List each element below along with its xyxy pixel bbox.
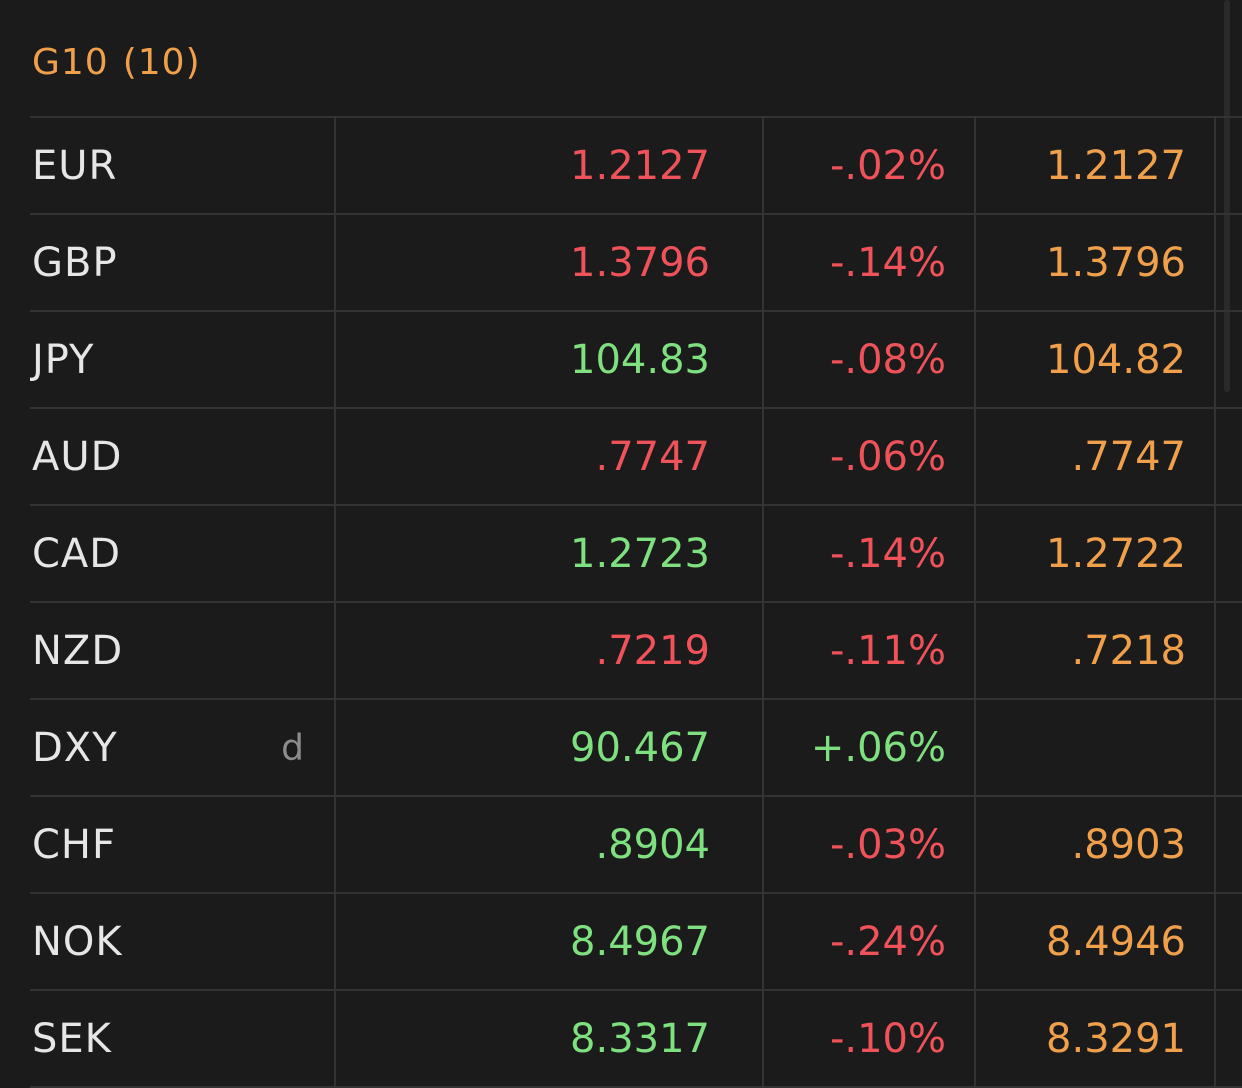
- currency-code: CAD: [32, 530, 122, 577]
- overflow-column: [1215, 407, 1242, 505]
- currency-cell[interactable]: CAD: [30, 504, 336, 602]
- last-price: 8.3317: [335, 989, 764, 1088]
- currency-code: GBP: [32, 239, 118, 286]
- percent-change: +.06%: [763, 698, 976, 796]
- last-price: 1.3796: [335, 213, 764, 311]
- reference-price: 1.2722: [975, 504, 1216, 602]
- table-row[interactable]: CAD 1.2723 -.14% 1.2722: [30, 504, 1242, 602]
- last-price: 104.83: [335, 310, 764, 408]
- group-title: G10: [32, 42, 109, 83]
- currency-code: AUD: [32, 433, 123, 480]
- overflow-column: [1215, 698, 1242, 796]
- overflow-column: [1215, 601, 1242, 699]
- overflow-column: [1215, 116, 1242, 214]
- currency-cell[interactable]: AUD: [30, 407, 336, 505]
- overflow-column: [1215, 892, 1242, 990]
- overflow-column: [1215, 310, 1242, 408]
- reference-price: [975, 698, 1216, 796]
- currency-code: JPY: [32, 336, 95, 383]
- currency-cell[interactable]: SEK: [30, 989, 336, 1088]
- last-price: 1.2723: [335, 504, 764, 602]
- currency-cell[interactable]: JPY: [30, 310, 336, 408]
- table-row[interactable]: NZD .7219 -.11% .7218: [30, 601, 1242, 699]
- percent-change: -.10%: [763, 989, 976, 1088]
- overflow-column: [1215, 213, 1242, 311]
- currency-code: NZD: [32, 627, 124, 674]
- reference-price: 1.2127: [975, 116, 1216, 214]
- reference-price: 8.4946: [975, 892, 1216, 990]
- group-count: (10): [122, 42, 201, 83]
- table-row[interactable]: JPY 104.83 -.08% 104.82: [30, 310, 1242, 408]
- last-price: 90.467: [335, 698, 764, 796]
- reference-price: 8.3291: [975, 989, 1216, 1088]
- overflow-column: [1215, 795, 1242, 893]
- table-row[interactable]: EUR 1.2127 -.02% 1.2127: [30, 116, 1242, 214]
- reference-price: .7747: [975, 407, 1216, 505]
- overflow-column: [1215, 989, 1242, 1088]
- last-price: .7219: [335, 601, 764, 699]
- currency-code: NOK: [32, 918, 123, 965]
- table-row[interactable]: GBP 1.3796 -.14% 1.3796: [30, 213, 1242, 311]
- percent-change: -.03%: [763, 795, 976, 893]
- table-row[interactable]: CHF .8904 -.03% .8903: [30, 795, 1242, 893]
- table-row[interactable]: NOK 8.4967 -.24% 8.4946: [30, 892, 1242, 990]
- percent-change: -.02%: [763, 116, 976, 214]
- last-price: .8904: [335, 795, 764, 893]
- currency-code: SEK: [32, 1015, 112, 1062]
- currency-cell[interactable]: NZD: [30, 601, 336, 699]
- currency-code: EUR: [32, 142, 118, 189]
- table-row[interactable]: AUD .7747 -.06% .7747: [30, 407, 1242, 505]
- reference-price: .7218: [975, 601, 1216, 699]
- currency-code: CHF: [32, 821, 117, 868]
- table-row[interactable]: SEK 8.3317 -.10% 8.3291: [30, 989, 1242, 1088]
- percent-change: -.14%: [763, 213, 976, 311]
- percent-change: -.14%: [763, 504, 976, 602]
- percent-change: -.11%: [763, 601, 976, 699]
- currency-cell[interactable]: GBP: [30, 213, 336, 311]
- reference-price: 1.3796: [975, 213, 1216, 311]
- table-row[interactable]: DXY d 90.467 +.06%: [30, 698, 1242, 796]
- overflow-column: [1215, 504, 1242, 602]
- last-price: 8.4967: [335, 892, 764, 990]
- reference-price: .8903: [975, 795, 1216, 893]
- quote-table: EUR 1.2127 -.02% 1.2127 GBP 1.3796 -.14% 1.3796…: [30, 116, 1242, 1088]
- delayed-flag: d: [281, 727, 304, 768]
- currency-code: DXY: [32, 724, 118, 771]
- quote-table-body: EUR 1.2127 -.02% 1.2127 GBP 1.3796 -.14% 1.3796…: [30, 116, 1242, 1088]
- currency-cell[interactable]: CHF: [30, 795, 336, 893]
- percent-change: -.08%: [763, 310, 976, 408]
- last-price: 1.2127: [335, 116, 764, 214]
- percent-change: -.06%: [763, 407, 976, 505]
- reference-price: 104.82: [975, 310, 1216, 408]
- currency-cell[interactable]: DXY d: [30, 698, 336, 796]
- group-header[interactable]: G10 (10): [32, 38, 201, 88]
- last-price: .7747: [335, 407, 764, 505]
- percent-change: -.24%: [763, 892, 976, 990]
- currency-cell[interactable]: NOK: [30, 892, 336, 990]
- currency-cell[interactable]: EUR: [30, 116, 336, 214]
